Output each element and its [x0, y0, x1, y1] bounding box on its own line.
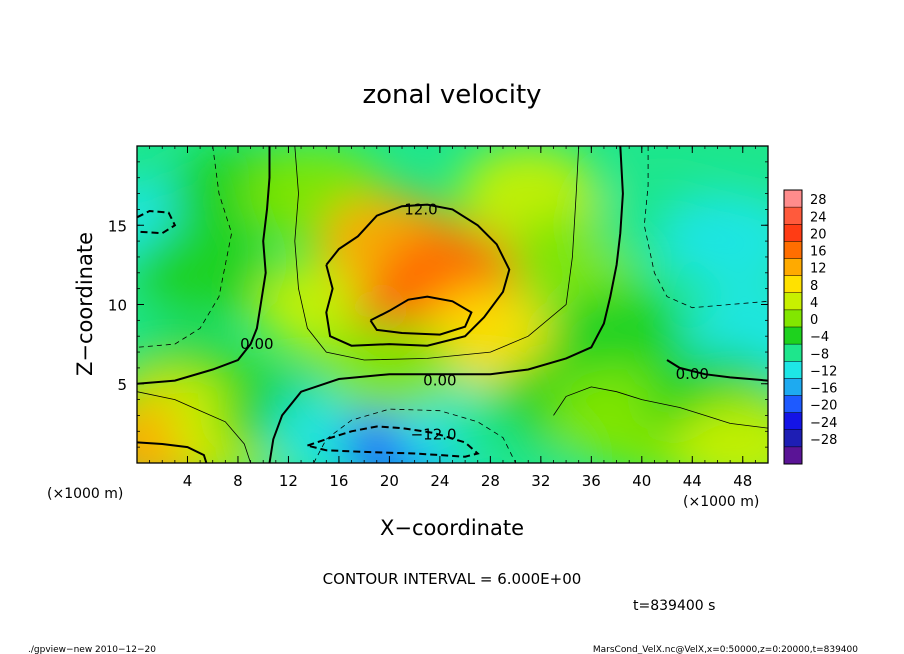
- y-axis-label: Z−coordinate: [73, 232, 97, 376]
- contour-lines: [137, 146, 768, 463]
- contour-pos18: [369, 295, 473, 336]
- contour-zero-left: [137, 146, 271, 385]
- x-tick-label-7: 32: [531, 472, 550, 490]
- x-tick-label-11: 48: [733, 472, 752, 490]
- y-axis-ticks: 5 10 15: [108, 145, 768, 464]
- colorbar-swatch-4: [784, 258, 802, 277]
- colorbar-swatch-9: [784, 344, 802, 362]
- colorbar-swatch-6: [784, 292, 802, 311]
- field-blob-14: [660, 193, 768, 290]
- y-tick-label-2: 15: [108, 217, 127, 235]
- colorbar: 28 24 20 16 12 8 4 0 −4 −8 −12 −16 −20 −24 −28: [783, 189, 837, 465]
- colorbar-label-4: 12: [810, 262, 827, 277]
- colorbar-swatch-0: [784, 190, 802, 208]
- colorbar-swatch-8: [784, 327, 802, 345]
- x-tick-label-8: 36: [582, 472, 601, 490]
- contour-label-0: 12.0: [404, 200, 437, 218]
- colorbar-label-1: 24: [810, 210, 827, 225]
- colorbar-swatch-7: [784, 309, 802, 328]
- contour-neg12-lower: [307, 425, 480, 458]
- contour-neg6-left: [137, 146, 233, 348]
- x-tick-label-6: 28: [481, 472, 500, 490]
- contour-pos12-lower: [137, 441, 208, 463]
- field-blob-29: [672, 399, 768, 463]
- contour-zero-right: [666, 359, 768, 382]
- field-blob-30: [319, 319, 460, 416]
- x-tick-label-0: 4: [183, 472, 193, 490]
- contour-zero-main: [268, 146, 624, 463]
- colorbar-label-11: −16: [810, 382, 837, 397]
- x-unit-label: (×1000 m): [683, 494, 759, 510]
- colorbar-swatch-2: [784, 224, 802, 242]
- colorbar-swatch-10: [784, 361, 802, 379]
- colorbar-label-9: −8: [810, 347, 829, 362]
- colorbar-swatch-1: [784, 207, 802, 225]
- x-axis-ticks: 4 8 12 16 20 24 28 32 36 40 44 48: [136, 146, 769, 490]
- time-text: t=839400 s: [633, 598, 715, 614]
- x-tick-label-2: 12: [279, 472, 298, 490]
- colorbar-swatch-5: [784, 275, 802, 294]
- colorbar-label-7: 0: [810, 313, 818, 328]
- colorbar-label-3: 16: [810, 245, 827, 260]
- colorbar-label-14: −28: [810, 433, 837, 448]
- x-tick-label-4: 20: [380, 472, 399, 490]
- colorbar-swatch-13: [784, 412, 802, 431]
- colorbar-swatch-3: [784, 241, 802, 259]
- footer-right: MarsCond_VelX.nc@VelX,x=0:50000,z=0:2000…: [593, 645, 858, 654]
- x-tick-label-5: 24: [430, 472, 449, 490]
- colorbar-label-12: −20: [810, 399, 837, 414]
- colorbar-swatch-11: [784, 378, 802, 396]
- x-tick-label-3: 16: [329, 472, 348, 490]
- y-unit-label: (×1000 m): [47, 486, 123, 502]
- contour-label-1: 0.00: [240, 335, 273, 353]
- contour-pos6: [294, 146, 580, 361]
- contour-label-2: 0.00: [423, 372, 456, 390]
- contour-label-4: −12.0: [411, 425, 457, 443]
- chart-title: zonal velocity: [362, 80, 541, 110]
- colorbar-label-2: 20: [810, 227, 827, 242]
- colorbar-label-10: −12: [810, 364, 837, 379]
- colorbar-label-5: 8: [810, 279, 818, 294]
- y-tick-label-1: 10: [108, 297, 127, 315]
- x-tick-label-9: 40: [632, 472, 651, 490]
- contour-pos12: [325, 203, 511, 347]
- contour-pos6-lower: [137, 391, 251, 463]
- contour-label-3: 0.00: [676, 365, 709, 383]
- plot-area: 12.00.000.00 0.00−12.0 4 8 12 16 20 24 28 32 36 40…: [108, 145, 769, 490]
- colorbar-swatch-12: [784, 395, 802, 414]
- field-blob-2: [137, 224, 271, 321]
- x-tick-label-10: 44: [683, 472, 702, 490]
- colorbar-swatch-15: [784, 446, 802, 465]
- x-axis-label: X−coordinate: [380, 516, 524, 540]
- contour-neg12-left: [137, 209, 177, 235]
- colorbar-label-0: 28: [810, 193, 827, 208]
- colorbar-label-13: −24: [810, 416, 837, 431]
- colorbar-label-8: −4: [810, 330, 829, 345]
- colorbar-label-6: 4: [810, 296, 818, 311]
- colorbar-swatch-14: [784, 429, 802, 448]
- contour-neg6-right: [643, 146, 768, 309]
- contour-interval-text: CONTOUR INTERVAL = 6.000E+00: [323, 570, 582, 588]
- x-tick-label-1: 8: [233, 472, 243, 490]
- contour-zero-wavy: [553, 386, 768, 429]
- y-tick-label-0: 5: [117, 376, 127, 394]
- contour-labels: 12.0 0.00 0.00 0.00 −12.0: [240, 200, 709, 443]
- footer-left: ./gpview−new 2010−12−20: [28, 645, 156, 654]
